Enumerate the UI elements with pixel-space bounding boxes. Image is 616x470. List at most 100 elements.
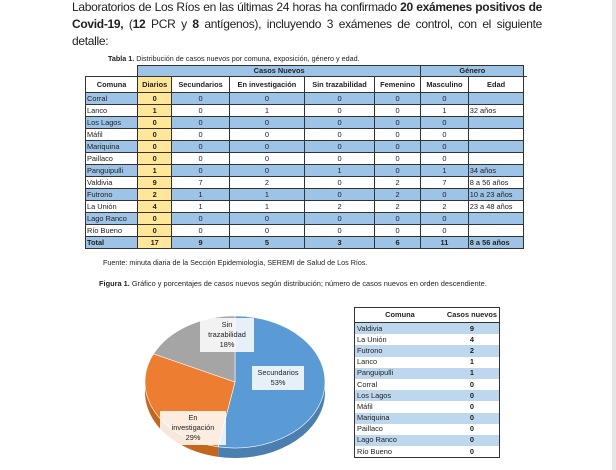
table-row: Panguipulli 1 0 0 1 0 1 34 años (84, 164, 528, 177)
table-cell (467, 116, 525, 129)
cases-value: 1 (469, 357, 474, 367)
figure-caption: Figura 1. Gráfico y porcentajes de casos… (99, 279, 487, 288)
table-cell: 1 (303, 164, 376, 177)
table-cell: 11 (420, 236, 469, 249)
table-cell: 0 (171, 212, 230, 225)
table-cell: 0 (137, 212, 173, 225)
table-cell: 0 (137, 116, 173, 129)
list-item: La Unión 4 (355, 334, 500, 345)
table-cell: 0 (171, 164, 230, 177)
table-cell: 0 (303, 188, 376, 201)
comuna-name: Lanco (357, 357, 378, 367)
table-cell: 1 (137, 104, 173, 117)
list-item: Lago Ranco 0 (354, 434, 500, 447)
table-cell: 2 (228, 176, 305, 189)
table-cell: 1 (137, 164, 173, 177)
table-cell: 0 (374, 116, 422, 129)
pie-label-secundarios: Secundarios 53% (252, 366, 304, 390)
table-cell: 0 (420, 152, 469, 165)
table-cell: 0 (420, 128, 469, 141)
list-item: Mariquina 0 (354, 412, 500, 424)
comuna-name: Lago Ranco (354, 434, 445, 447)
cases-table: Casos Nuevos Género Comuna Diarios Secunda… (84, 65, 528, 249)
cases-value: 0 (444, 412, 500, 424)
table-cell: 0 (374, 212, 422, 225)
table-cell: 1 (228, 200, 305, 213)
comuna-name: Máfil (357, 401, 373, 411)
group-header-genero: Género (420, 65, 525, 77)
table-row: Paillaco 0 0 0 0 0 0 (84, 152, 528, 165)
table-row: Los Lagos 0 0 0 0 0 0 (84, 116, 528, 129)
table-cell: 2 (374, 200, 422, 213)
comuna-name: Valdivia (354, 322, 445, 335)
table-cell: 0 (137, 128, 173, 141)
table-cell: 0 (228, 164, 305, 177)
col-header-casos: Casos nuevos (444, 307, 500, 323)
table-cell: 23 a 48 años (467, 200, 525, 213)
table-cell: 3 (303, 236, 376, 249)
table-cell: 0 (303, 116, 376, 129)
table-cell: 0 (228, 152, 305, 165)
table-cell: 1 (420, 104, 469, 117)
table-cell: 2 (374, 188, 422, 201)
table-cell: 2 (303, 200, 376, 213)
table-cell: 1 (228, 188, 305, 201)
table-row: Total 17 9 5 3 6 11 8 a 56 años (84, 236, 528, 249)
cases-value: 4 (469, 334, 474, 344)
list-item: Corral 0 (355, 379, 500, 390)
comuna-name: Futrono (354, 345, 445, 357)
table-cell: 5 (228, 236, 305, 249)
cases-value: 0 (444, 390, 500, 402)
comuna-name: Los Lagos (354, 390, 445, 402)
table-cell: 0 (228, 224, 305, 237)
col-header: Comuna (84, 76, 139, 93)
list-item: Máfil 0 (355, 401, 500, 412)
table-cell: 0 (374, 128, 422, 141)
ranking-table: Comuna Casos nuevos Valdivia 9 La Unión 4 Fut… (354, 307, 500, 459)
table-row: Corral 0 0 0 0 0 0 (84, 92, 528, 105)
table-cell: 0 (137, 92, 173, 105)
comuna-name: Panguipulli (354, 367, 445, 379)
table-cell: 0 (303, 128, 376, 141)
table-cell: 0 (374, 140, 422, 153)
table-cell: 0 (171, 152, 230, 165)
table-row: Máfil 0 0 0 0 0 0 (84, 128, 528, 141)
table-cell: 0 (303, 212, 376, 225)
list-item: Los Lagos 0 (354, 390, 500, 402)
table-cell: 0 (374, 164, 422, 177)
table-cell: 0 (420, 140, 469, 153)
table-cell: 0 (303, 92, 376, 105)
list-item: Valdivia 9 (354, 322, 500, 335)
table-cell: 0 (228, 212, 305, 225)
cases-value: 0 (469, 424, 474, 434)
table-row: Río Bueno 0 0 0 0 0 0 (84, 224, 528, 237)
table-row: Valdivia 9 7 2 0 2 7 8 a 56 años (84, 176, 528, 189)
table1-caption: Tabla 1. Distribución de casos nuevos po… (108, 54, 360, 63)
table-cell: 1 (171, 200, 230, 213)
table-row: Mariquina 0 0 0 0 0 0 (84, 140, 528, 153)
col-header: Sin trazabilidad (303, 76, 376, 93)
table-cell: Total (84, 236, 139, 249)
cases-value: 9 (444, 322, 500, 335)
table-cell: 0 (228, 140, 305, 153)
table-cell: 0 (171, 140, 230, 153)
comuna-name: Mariquina (354, 412, 445, 424)
list-item: Paillaco 0 (355, 424, 500, 435)
comuna-name: Río Bueno (357, 446, 392, 456)
table-cell (467, 140, 525, 153)
cases-value: 1 (444, 367, 500, 379)
table-cell: 0 (228, 92, 305, 105)
table-cell: 2 (420, 200, 469, 213)
cases-value: 0 (444, 434, 500, 447)
table-cell: 0 (228, 128, 305, 141)
list-item: Futrono 2 (354, 345, 500, 357)
table-cell: 4 (137, 200, 173, 213)
col-header: Edad (467, 76, 525, 93)
table-cell: Los Lagos (84, 116, 139, 129)
table-cell: 0 (171, 116, 230, 129)
table-cell: 0 (137, 140, 173, 153)
table-cell: Lago Ranco (84, 212, 139, 225)
cases-value: 0 (469, 379, 474, 389)
table-cell: 9 (171, 236, 230, 249)
table-row: Lago Ranco 0 0 0 0 0 0 (84, 212, 528, 225)
